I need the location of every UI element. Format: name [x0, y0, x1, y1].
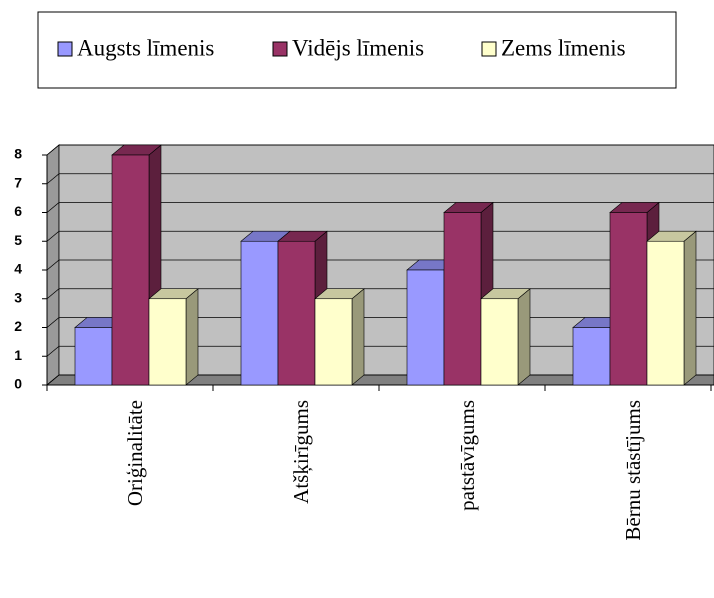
y-tick-label: 6 [14, 203, 22, 219]
legend-label: Zems līmenis [501, 35, 626, 60]
x-tick-label: Oriģinalitāte [123, 400, 147, 506]
bar [406, 269, 445, 386]
y-tick-label: 2 [14, 318, 22, 334]
grid-line [46, 374, 60, 386]
legend-box [37, 11, 677, 89]
grid-line [46, 288, 60, 300]
bar [480, 298, 519, 386]
legend-swatch [481, 41, 497, 57]
bar [609, 212, 648, 386]
grid-line [46, 345, 60, 357]
y-tick-label: 4 [14, 261, 22, 277]
bar-side [351, 288, 365, 386]
grid-line [46, 144, 60, 156]
grid-line [46, 202, 60, 213]
grid-line [46, 173, 60, 185]
bar [111, 154, 150, 386]
bar [148, 298, 187, 386]
bar [443, 212, 482, 386]
x-tick-label: patstāvīgums [455, 400, 479, 511]
legend-label: Augsts līmenis [77, 35, 214, 60]
grid-line [46, 317, 60, 328]
bar-side [185, 288, 199, 386]
bar [240, 240, 279, 386]
bar [74, 327, 113, 386]
legend-label: Vidējs līmenis [292, 35, 424, 60]
y-tick-label: 3 [14, 289, 22, 305]
y-tick-label: 5 [14, 232, 22, 248]
bar-side [683, 230, 697, 386]
bar [314, 298, 353, 386]
bar-side [517, 288, 531, 386]
y-tick-label: 8 [14, 146, 22, 162]
y-tick-label: 1 [14, 347, 22, 363]
grid-line [46, 259, 60, 271]
y-tick-label: 7 [14, 174, 22, 190]
legend-swatch [57, 41, 73, 57]
x-tick-label: Bērnu stāstījums [621, 400, 645, 541]
y-tick-label: 0 [14, 376, 22, 392]
grid-line [46, 230, 60, 242]
bar [572, 327, 611, 386]
legend-swatch [272, 41, 288, 57]
bar [646, 240, 685, 386]
x-tick-label: Atšķirīgums [289, 400, 313, 504]
bar [277, 240, 316, 386]
